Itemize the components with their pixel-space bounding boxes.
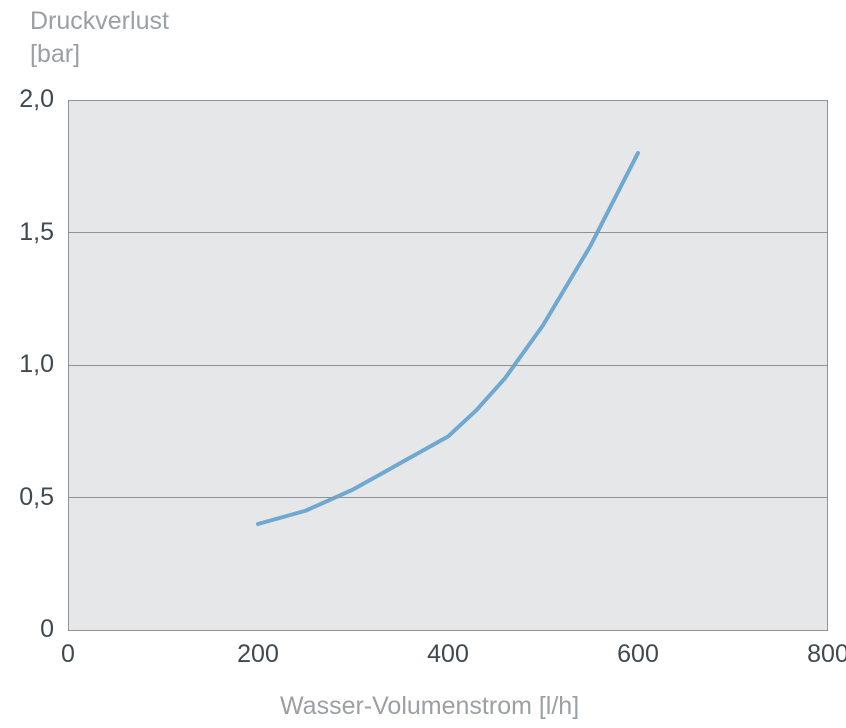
plot-area [68, 100, 828, 630]
y-gridline [68, 100, 828, 101]
plot-border [827, 100, 828, 630]
y-tick-label: 1,5 [0, 218, 54, 247]
x-tick-label: 800 [788, 640, 846, 669]
y-tick-label: 0,5 [0, 483, 54, 512]
x-tick-label: 0 [28, 640, 108, 669]
y-axis-title-line1: Druckverlust [30, 7, 169, 35]
y-gridline [68, 630, 828, 631]
y-tick-label: 1,0 [0, 350, 54, 379]
y-gridline [68, 232, 828, 233]
pressure-loss-chart: Druckverlust [bar] Wasser-Volumenstrom [… [0, 0, 846, 728]
x-tick-label: 400 [408, 640, 488, 669]
plot-border [68, 100, 69, 630]
y-tick-label: 2,0 [0, 85, 54, 114]
x-tick-label: 600 [598, 640, 678, 669]
y-axis-title: Druckverlust [bar] [30, 5, 169, 70]
x-tick-label: 200 [218, 640, 298, 669]
y-gridline [68, 497, 828, 498]
x-axis-title: Wasser-Volumenstrom [l/h] [280, 692, 579, 721]
y-gridline [68, 365, 828, 366]
y-axis-title-line2: [bar] [30, 40, 80, 68]
data-line [258, 153, 638, 524]
